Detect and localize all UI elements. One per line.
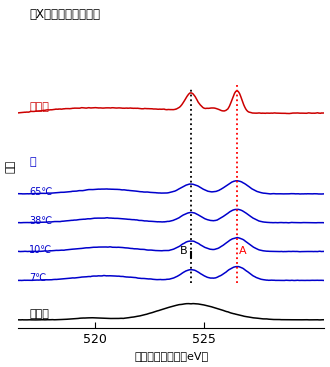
Text: 38℃: 38℃ [29,216,52,226]
Text: 10℃: 10℃ [29,245,52,255]
Text: 水蒸気: 水蒸気 [29,102,49,112]
Text: B: B [180,246,188,256]
Text: 水: 水 [29,157,36,167]
Text: 7℃: 7℃ [29,273,47,283]
Text: 軟X線発光スペクトル: 軟X線発光スペクトル [29,8,100,21]
Y-axis label: 強度: 強度 [6,160,16,174]
Text: 65℃: 65℃ [29,187,53,197]
Text: 結晶氷: 結晶氷 [29,309,49,319]
X-axis label: 発光エネルギー［eV］: 発光エネルギー［eV］ [134,352,209,361]
Text: A: A [239,246,247,256]
